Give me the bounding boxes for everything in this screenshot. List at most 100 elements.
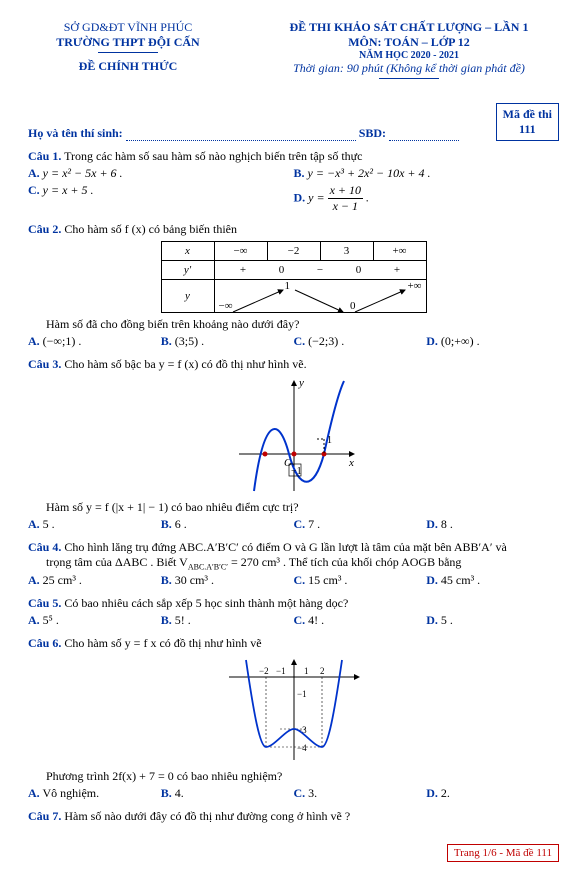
sbd-field[interactable]	[389, 140, 459, 141]
exam-title: ĐỀ THI KHẢO SÁT CHẤT LƯỢNG – LẦN 1	[259, 20, 559, 35]
bbt-cell: +	[369, 264, 426, 276]
opt-a: 25 cm³ .	[40, 573, 82, 587]
opt-b: y = −x³ + 2x² − 10x + 4 .	[305, 166, 431, 180]
opt-c-label: C.	[294, 334, 306, 348]
opt-a: y = x² − 5x + 6 .	[40, 166, 123, 180]
duration-line: Thời gian: 90 phút (Không kể thời gian p…	[259, 61, 559, 76]
opt-d-label: D.	[426, 613, 438, 627]
candidate-info: Họ và tên thí sinh: SBD: Mã đề thi 111	[28, 103, 559, 141]
opt-d-label: D.	[426, 517, 438, 531]
opt-c: 15 cm³ .	[305, 573, 347, 587]
bbt-cell: 0	[349, 264, 369, 276]
opt-c-label: C.	[294, 786, 306, 800]
name-field[interactable]	[126, 140, 356, 141]
tick: −2	[259, 666, 269, 676]
q-text: Cho hàm số f (x) có bảng biến thiên	[64, 222, 237, 236]
opt-a: 5⁵ .	[40, 613, 59, 627]
q-label: Câu 6.	[28, 636, 61, 650]
opt-d-label: D.	[426, 786, 438, 800]
year-line: NĂM HỌC 2020 - 2021	[259, 50, 559, 61]
opt-c: 3.	[305, 786, 317, 800]
opt-b: (3;5) .	[172, 334, 204, 348]
tick: 2	[320, 666, 325, 676]
q-label: Câu 3.	[28, 357, 61, 371]
opt-b: 30 cm³ .	[172, 573, 214, 587]
question-7: Câu 7. Hàm số nào dưới đây có đồ thị như…	[28, 809, 559, 824]
q-text: Hàm số nào dưới đây có đồ thị như đường …	[64, 809, 350, 823]
opt-b-label: B.	[161, 613, 172, 627]
opt-a-label: A.	[28, 613, 40, 627]
opt-d: (0;+∞) .	[438, 334, 480, 348]
opt-d: 45 cm³ .	[438, 573, 480, 587]
cubic-graph: x y O 1 −1	[229, 376, 359, 496]
question-1: Câu 1. Trong các hàm số sau hàm số nào n…	[28, 149, 559, 214]
q-label: Câu 1.	[28, 149, 61, 163]
opt-c: y = x + 5 .	[40, 183, 94, 197]
opt-c-label: C.	[28, 183, 40, 197]
q-label: Câu 5.	[28, 596, 61, 610]
question-5: Câu 5. Có bao nhiêu cách sắp xếp 5 học s…	[28, 596, 559, 628]
question-6: Câu 6. Cho hàm số y = f x có đồ thị như …	[28, 636, 559, 801]
bbt-arrows	[215, 284, 415, 316]
opt-b-label: B.	[161, 517, 172, 531]
opt-d-label: D.	[426, 573, 438, 587]
q-sub: Hàm số y = f (|x + 1| − 1) có bao nhiêu …	[46, 500, 559, 515]
opt-d: 2.	[438, 786, 450, 800]
opt-c: 7 .	[305, 517, 320, 531]
opt-c: 4! .	[305, 613, 324, 627]
q-text: Cho hàm số y = f x có đồ thị như hình vẽ	[64, 636, 261, 650]
header: SỞ GD&ĐT VĨNH PHÚC TRƯỜNG THPT ĐỘI CẤN Đ…	[28, 20, 559, 85]
opt-a-label: A.	[28, 517, 40, 531]
q-label: Câu 2.	[28, 222, 61, 236]
tick: −1	[297, 689, 307, 699]
header-left: SỞ GD&ĐT VĨNH PHÚC TRƯỜNG THPT ĐỘI CẤN Đ…	[28, 20, 228, 85]
bbt-cell: −	[292, 264, 349, 276]
opt-a-label: A.	[28, 573, 40, 587]
opt-c-label: C.	[294, 573, 306, 587]
tick-neg1: −1	[291, 466, 302, 477]
exam-code-num: 111	[503, 122, 552, 137]
subject-line: MÔN: TOÁN – LỚP 12	[259, 35, 559, 50]
opt-c-label: C.	[294, 613, 306, 627]
opt-a-label: A.	[28, 166, 40, 180]
sbd-label: SBD:	[359, 126, 386, 140]
question-3: Câu 3. Cho hàm số bậc ba y = f (x) có đồ…	[28, 357, 559, 532]
opt-d-post: .	[366, 190, 369, 204]
opt-a-label: A.	[28, 334, 40, 348]
q-text-2b: = 270 cm³ . Thể tích của khối chóp AOGB …	[228, 555, 461, 569]
divider	[379, 78, 439, 79]
bbt-cell: 3	[320, 242, 373, 261]
exam-code-box: Mã đề thi 111	[496, 103, 559, 141]
bbt-cell: +	[215, 264, 272, 276]
opt-d-pre: y =	[308, 190, 327, 204]
opt-b: 6 .	[172, 517, 187, 531]
opt-b: 5! .	[172, 613, 191, 627]
exam-code-label: Mã đề thi	[503, 107, 552, 122]
opt-b-label: B.	[161, 334, 172, 348]
bbt-cell: 0	[272, 264, 292, 276]
tick: −1	[276, 666, 286, 676]
q-label: Câu 4.	[28, 540, 61, 554]
quartic-graph: −2 −1 1 2 −1 −3 −4	[224, 655, 364, 765]
q-text-2-sub: ABC.A′B′C′	[188, 562, 228, 571]
dept-line: SỞ GD&ĐT VĨNH PHÚC	[28, 20, 228, 35]
opt-a-label: A.	[28, 786, 40, 800]
bbt-cell: −2	[267, 242, 320, 261]
q-text-1: Cho hình lăng trụ đứng ABC.A′B′C′ có điể…	[64, 540, 506, 554]
opt-a: 5 .	[40, 517, 55, 531]
q-sub: Hàm số đã cho đồng biến trên khoảng nào …	[46, 317, 559, 332]
opt-c-label: C.	[294, 517, 306, 531]
page-box: Trang 1/6 - Mã đề 111	[447, 844, 559, 862]
bbt-cell: +∞	[373, 242, 426, 261]
opt-a: (−∞;1) .	[40, 334, 82, 348]
opt-d-den: x − 1	[328, 199, 363, 214]
footer: Trang 1/6 - Mã đề 111	[28, 844, 559, 862]
divider	[98, 52, 158, 53]
bbt-cell: −∞	[214, 242, 267, 261]
q-text-2: trọng tâm của ΔABC . Biết V	[46, 555, 188, 569]
tick: −4	[297, 743, 307, 753]
axis-x-label: x	[348, 457, 354, 469]
opt-d-label: D.	[426, 334, 438, 348]
axis-y-label: y	[298, 377, 304, 389]
opt-b-label: B.	[161, 786, 172, 800]
